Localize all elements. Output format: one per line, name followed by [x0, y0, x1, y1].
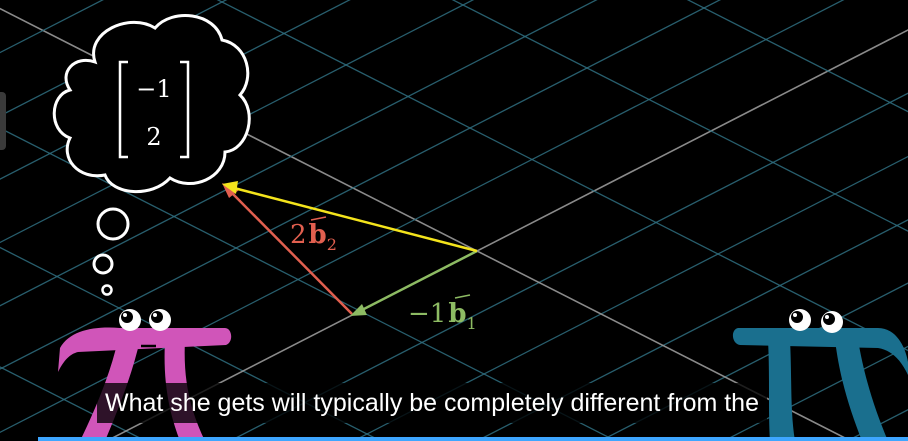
vector-neg-b1 — [359, 249, 478, 313]
matrix-right-bracket — [180, 60, 190, 159]
side-panel-handle[interactable] — [0, 92, 6, 150]
blue-pi-top-bar — [732, 328, 908, 375]
subtitle-caption: What she gets will typically be complete… — [97, 383, 767, 423]
vector-arrow-accent — [310, 216, 327, 221]
vector-sum — [233, 186, 478, 253]
grid-line — [571, 0, 908, 191]
progress-bar-fill — [38, 437, 908, 441]
pink-pi-right-pupil — [151, 311, 163, 323]
blue-pi-right-leg — [835, 340, 888, 441]
thought-bubble: −1 2 — [52, 14, 251, 296]
svg-text:2b2: 2b2 — [290, 220, 337, 254]
thought-cloud-icon — [52, 14, 251, 193]
blue-pi-creature — [732, 309, 908, 441]
eye-glint — [123, 313, 127, 317]
vector-arrow-accent — [454, 294, 471, 299]
thought-dot-medium-icon — [92, 253, 114, 275]
vector-neg-b1-arrowhead — [350, 304, 367, 316]
blue-pi-right-pupil — [823, 313, 835, 325]
vector-sum-arrowhead — [222, 181, 238, 194]
eye-glint — [825, 315, 829, 319]
grid-line — [805, 0, 908, 71]
grid-line — [688, 0, 908, 131]
svg-text:−1b1: −1b1 — [408, 299, 477, 333]
eye-glint — [793, 313, 797, 317]
matrix-left-bracket — [118, 60, 128, 159]
label-sub: 1 — [467, 314, 477, 333]
thought-dot-large-icon — [96, 207, 130, 241]
matrix-entry-bottom: 2 — [146, 123, 161, 151]
thought-dot-small-icon — [101, 284, 113, 296]
label-sub: 2 — [327, 235, 337, 254]
progress-bar[interactable] — [38, 437, 908, 441]
vector-label-2b2: 2b2 — [290, 216, 337, 254]
eye-glint — [153, 313, 157, 317]
label-base: b — [448, 299, 466, 329]
blue-pi-left-leg — [768, 340, 795, 441]
matrix-entry-top: −1 — [136, 75, 171, 103]
blue-pi-left-pupil — [791, 311, 803, 323]
label-coef: 2 — [290, 220, 307, 250]
vector-2b2 — [227, 188, 353, 315]
label-coef: −1 — [408, 299, 446, 329]
pink-pi-left-pupil — [121, 311, 133, 323]
vectors — [222, 181, 478, 316]
label-base: b — [309, 220, 327, 250]
pink-pi-top-bar — [58, 327, 232, 372]
vector-label-neg-b1: −1b1 — [408, 294, 477, 333]
